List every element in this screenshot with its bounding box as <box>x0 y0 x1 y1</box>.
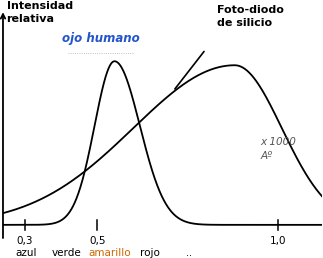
Text: x 1000
Aº: x 1000 Aº <box>260 138 296 161</box>
Text: azul: azul <box>16 248 37 258</box>
Text: verde: verde <box>51 248 81 258</box>
Text: ..: .. <box>186 248 192 258</box>
Text: 1,0: 1,0 <box>270 236 287 246</box>
Text: Intensidad
relativa: Intensidad relativa <box>6 1 73 24</box>
Text: amarillo: amarillo <box>89 248 131 258</box>
Text: Foto-diodo
de silicio: Foto-diodo de silicio <box>217 5 284 28</box>
Text: rojo: rojo <box>140 248 160 258</box>
Text: ojo humano: ojo humano <box>62 32 140 45</box>
Text: 0,3: 0,3 <box>16 236 33 246</box>
Text: 0,5: 0,5 <box>89 236 105 246</box>
